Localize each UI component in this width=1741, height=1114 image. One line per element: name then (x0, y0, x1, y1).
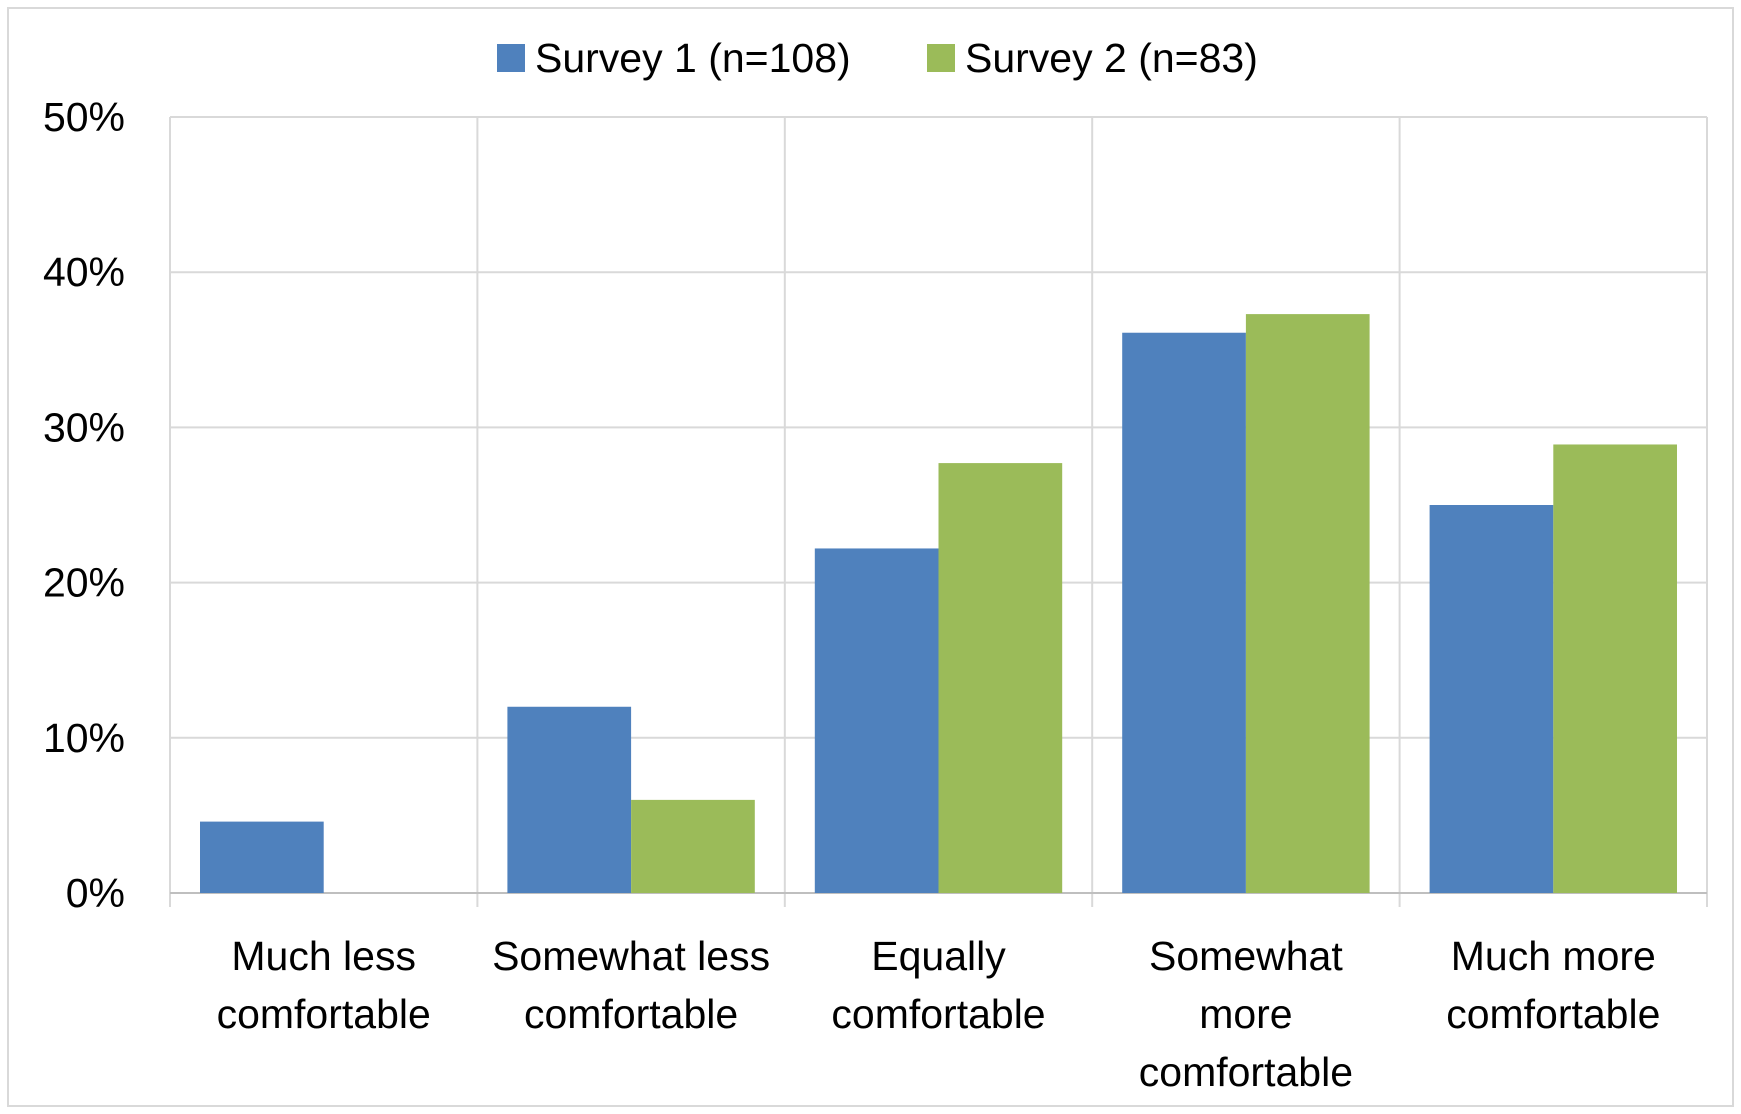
x-category-label-line: Equally (871, 933, 1006, 979)
y-tick-label: 40% (43, 249, 125, 295)
legend-swatch-series2 (927, 44, 955, 72)
x-category-label-line: Much more (1451, 933, 1656, 979)
x-category-label-line: comfortable (831, 991, 1045, 1037)
chart-border (7, 7, 1734, 1107)
x-category-label-line: comfortable (217, 991, 431, 1037)
x-category-label-line: Much less (231, 933, 416, 979)
x-category-label-line: Somewhat (1149, 933, 1343, 979)
bar-series2-cat4 (1245, 314, 1370, 893)
bar-series2-cat5 (1553, 444, 1677, 893)
x-category-label: Much more comfortable (1446, 933, 1660, 1037)
y-tick-label: 10% (43, 715, 125, 761)
x-category-label: Somewhat less comfortable (492, 933, 770, 1037)
x-category-label-line: Somewhat less (492, 933, 770, 979)
bar-series1-cat1 (200, 821, 324, 893)
bar-series1-cat3 (814, 548, 939, 893)
legend-label-series2: Survey 2 (n=83) (965, 35, 1258, 81)
bar-series1-cat5 (1429, 505, 1554, 893)
bar-series2-cat2 (631, 799, 755, 893)
x-category-label-line: more (1199, 991, 1292, 1037)
x-category-label-line: comfortable (1446, 991, 1660, 1037)
legend: Survey 1 (n=108) Survey 2 (n=83) (497, 35, 1258, 81)
bar-series1-cat2 (507, 706, 632, 893)
x-category-label-line: comfortable (524, 991, 738, 1037)
bars (200, 314, 1677, 893)
x-category-label: Somewhat more comfortable (1139, 933, 1353, 1095)
x-category-label: Much less comfortable (217, 933, 431, 1037)
x-category-label-line: comfortable (1139, 1049, 1353, 1095)
y-tick-label: 50% (43, 94, 125, 140)
y-tick-label: 0% (66, 870, 125, 916)
bar-series1-cat4 (1122, 332, 1246, 893)
bar-series2-cat3 (938, 463, 1063, 893)
y-tick-label: 20% (43, 560, 125, 606)
x-category-label: Equally comfortable (831, 933, 1045, 1037)
legend-label-series1: Survey 1 (n=108) (535, 35, 851, 81)
y-tick-label: 30% (43, 404, 125, 450)
y-tick-labels: 0% 10% 20% 30% 40% 50% (43, 94, 125, 916)
x-category-labels: Much less comfortable Somewhat less comfort… (217, 933, 1661, 1095)
legend-swatch-series1 (497, 44, 525, 72)
